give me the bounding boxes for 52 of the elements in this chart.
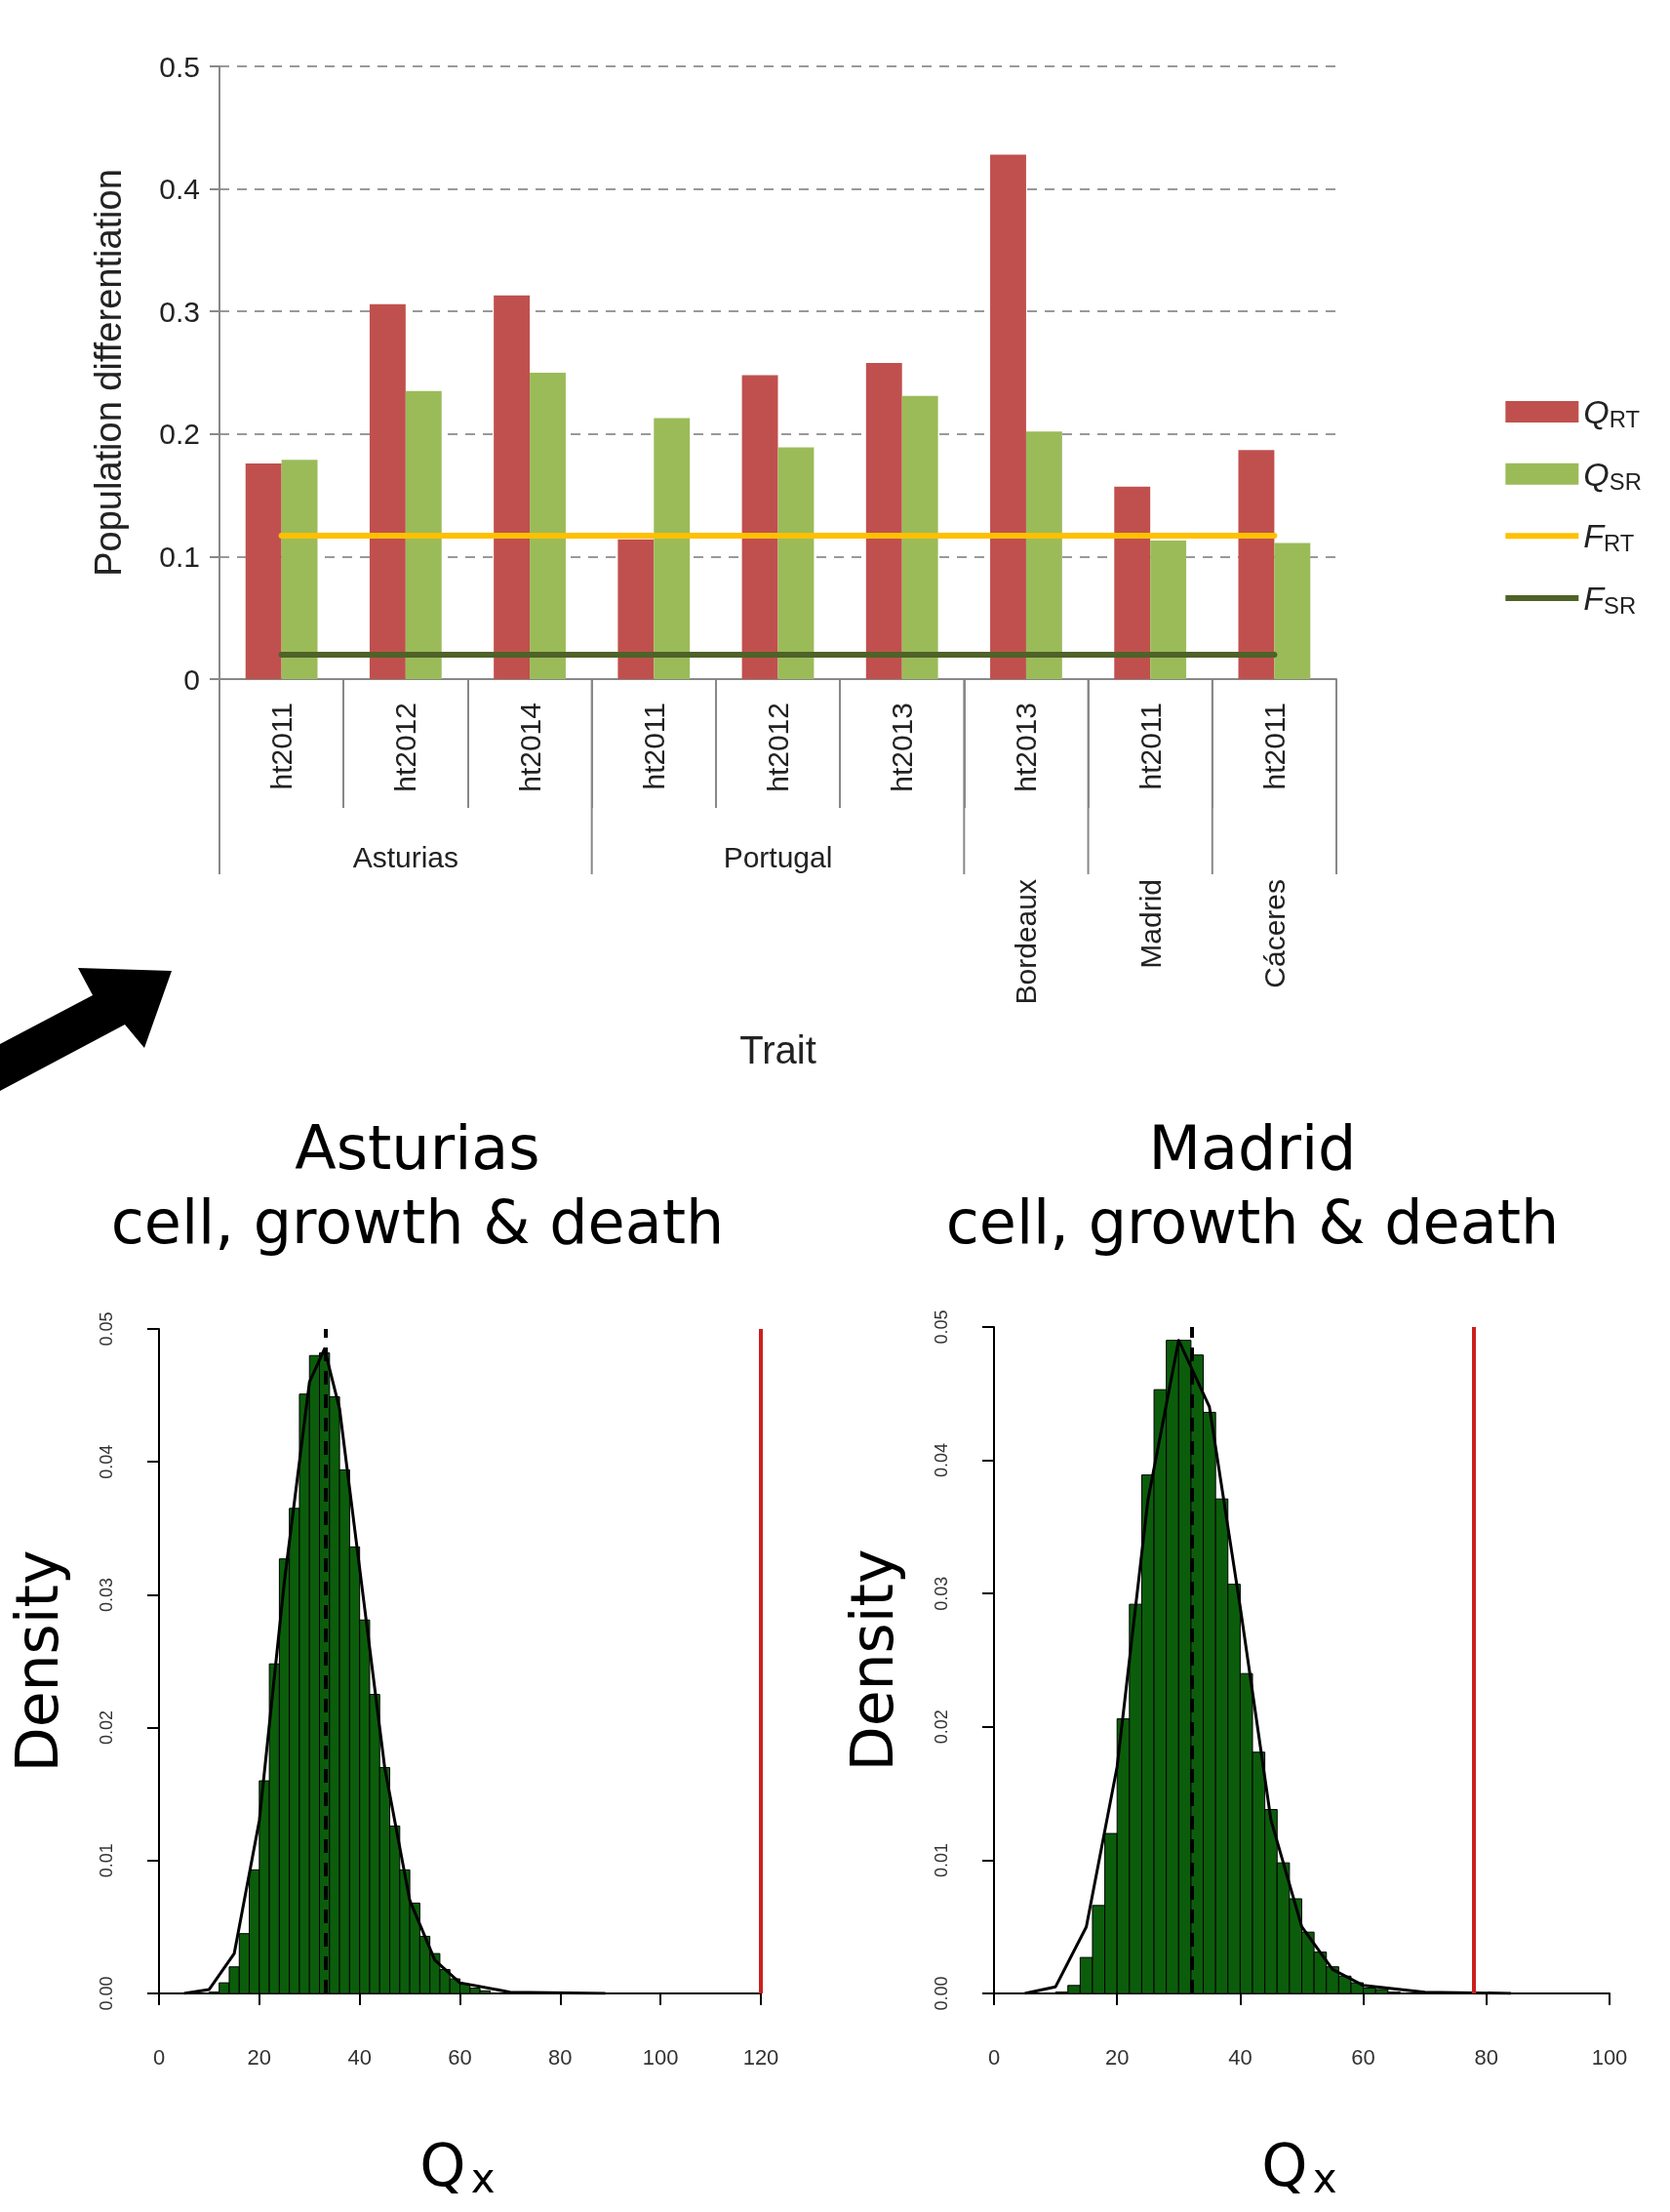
x-tick-label: 20 xyxy=(247,2044,272,2070)
x-tick-label: 60 xyxy=(1351,2044,1375,2070)
y-tick-label: 0.03 xyxy=(97,1577,116,1612)
x-tick-label: 20 xyxy=(1104,2044,1130,2070)
x-tick-label: ht2011 xyxy=(265,703,298,790)
x-tick-label: 80 xyxy=(548,2044,573,2070)
y-tick-label: 0.00 xyxy=(932,1976,951,2011)
text: Bordeaux xyxy=(1010,879,1043,1005)
y-tick-label: 0 xyxy=(183,663,200,696)
chart-subtitle: cell, growth & death xyxy=(945,1186,1560,1258)
chart-subtitle: cell, growth & death xyxy=(110,1186,725,1258)
x-tick-label: 100 xyxy=(642,2044,679,2070)
x-tick-label: ht2011 xyxy=(1257,703,1291,790)
y-axis-title: Population differentiation xyxy=(88,169,129,577)
x-tick-label: 80 xyxy=(1474,2044,1499,2070)
x-tick-label: 40 xyxy=(347,2044,372,2070)
y-tick-label: 0.01 xyxy=(932,1842,951,1877)
y-axis-title: Density xyxy=(838,1548,906,1772)
y-tick-label: 0.02 xyxy=(932,1709,951,1745)
x-tick-label: 100 xyxy=(1591,2044,1628,2070)
x-tick-label: ht2014 xyxy=(513,703,546,792)
y-tick-label: 0.02 xyxy=(97,1710,116,1746)
y-tick-label: 0.2 xyxy=(159,418,200,451)
y-tick-label: 0.05 xyxy=(97,1311,116,1347)
x-tick-label: ht2011 xyxy=(637,703,670,790)
x-tick-label: ht2012 xyxy=(762,703,794,792)
x-tick-label: ht2013 xyxy=(886,703,919,792)
x-tick-label: 40 xyxy=(1228,2044,1252,2070)
y-tick-label: 0.04 xyxy=(97,1444,116,1479)
x-tick-label: 120 xyxy=(742,2044,779,2070)
text: Cáceres xyxy=(1257,879,1291,988)
x-tick-label: ht2013 xyxy=(1010,703,1043,792)
x-tick-label: ht2011 xyxy=(1133,703,1167,790)
chart-title: Asturias xyxy=(295,1111,540,1184)
y-tick-label: 0.01 xyxy=(97,1843,116,1878)
y-axis-title: Density xyxy=(3,1549,71,1773)
x-tick-label: ht2012 xyxy=(389,703,422,792)
y-tick-label: 0.03 xyxy=(932,1576,951,1611)
y-tick-label: 0.1 xyxy=(159,540,200,573)
y-tick-label: 0.00 xyxy=(97,1976,116,2011)
text: Portugal xyxy=(723,840,833,873)
y-tick-label: 0.5 xyxy=(159,50,200,83)
x-axis-title: Trait xyxy=(739,1028,816,1071)
y-tick-label: 0.04 xyxy=(932,1443,951,1478)
y-tick-label: 0.3 xyxy=(159,295,200,328)
y-tick-label: 0.4 xyxy=(159,173,200,206)
y-tick-label: 0.05 xyxy=(932,1309,951,1345)
text: Asturias xyxy=(352,840,459,873)
chart-title: Madrid xyxy=(1148,1111,1357,1184)
x-tick-label: 60 xyxy=(448,2044,472,2070)
text: Madrid xyxy=(1133,879,1167,969)
x-tick-label: 0 xyxy=(987,2044,1001,2070)
